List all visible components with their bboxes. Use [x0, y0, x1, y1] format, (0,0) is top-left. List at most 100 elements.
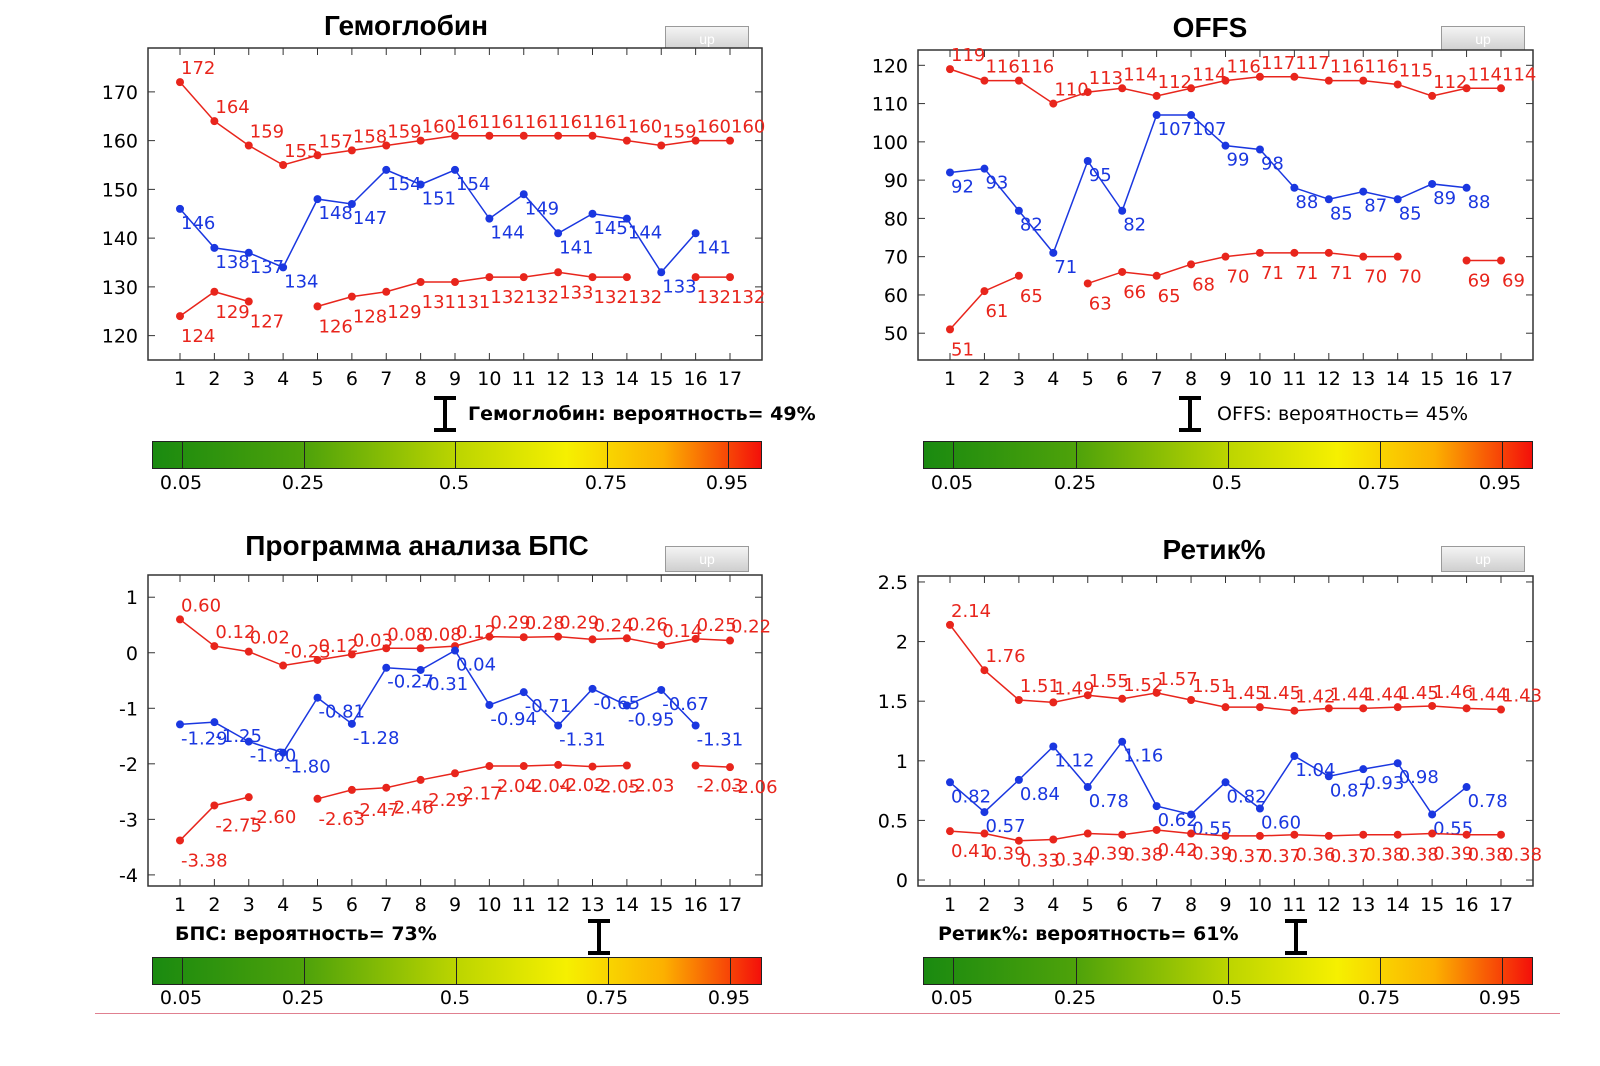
- data-point-patient: [588, 684, 597, 693]
- data-label-patient: 138: [215, 252, 249, 273]
- data-label-patient: 0.60: [1261, 813, 1301, 834]
- x-tick-label: 7: [1151, 368, 1163, 390]
- data-label-upper: 114: [1468, 64, 1502, 85]
- data-label-lower: 0.38: [1123, 845, 1163, 866]
- data-label-lower: -2.03: [628, 775, 675, 796]
- data-point-upper: [1359, 76, 1368, 85]
- x-tick-label: 3: [1013, 894, 1025, 916]
- data-label-patient: 134: [284, 271, 318, 292]
- data-point-upper: [657, 640, 666, 649]
- data-point-patient: [1359, 765, 1368, 774]
- scale-label: 0.5: [438, 472, 470, 494]
- y-tick-label: 0.5: [878, 810, 908, 832]
- x-tick-label: 13: [1351, 368, 1375, 390]
- y-tick-label: 1: [896, 751, 908, 773]
- probability-scale: [923, 957, 1533, 985]
- data-label-upper: 112: [1158, 72, 1192, 93]
- y-tick-label: 2.5: [878, 572, 908, 594]
- data-point-upper: [1083, 88, 1092, 97]
- scale-label: 0.95: [705, 472, 749, 494]
- data-point-upper: [554, 131, 563, 140]
- data-point-upper: [946, 65, 954, 74]
- y-tick-label: -2: [119, 754, 138, 776]
- data-point-patient: [1428, 179, 1437, 188]
- x-tick-label: 4: [277, 368, 289, 390]
- x-tick-label: 17: [718, 894, 742, 916]
- up-button[interactable]: up: [665, 546, 749, 572]
- x-tick-label: 16: [684, 894, 708, 916]
- data-label-upper: 158: [353, 126, 387, 147]
- data-point-upper: [1221, 703, 1230, 712]
- data-point-patient: [1221, 141, 1230, 150]
- x-tick-label: 6: [1116, 894, 1128, 916]
- data-point-upper: [347, 650, 356, 659]
- data-point-upper: [1118, 694, 1127, 703]
- data-point-lower: [1221, 252, 1230, 261]
- data-label-upper: 0.22: [731, 617, 771, 638]
- data-point-lower: [1118, 830, 1127, 839]
- data-label-lower: 127: [250, 312, 284, 333]
- data-label-lower: -2.06: [731, 777, 778, 798]
- x-tick-label: 1: [174, 368, 186, 390]
- data-label-upper: 115: [1399, 60, 1433, 81]
- data-point-upper: [1014, 76, 1023, 85]
- up-button[interactable]: up: [1441, 546, 1525, 572]
- scale-label: 0.05: [930, 472, 974, 494]
- data-point-patient: [1462, 183, 1471, 192]
- data-label-patient: 107: [1158, 119, 1192, 140]
- data-point-patient: [1152, 111, 1161, 120]
- data-label-upper: 0.28: [525, 613, 565, 634]
- data-point-lower: [1049, 835, 1058, 844]
- data-label-patient: 0.78: [1089, 791, 1129, 812]
- data-label-upper: 159: [662, 122, 696, 143]
- data-label-upper: 0.24: [594, 615, 634, 636]
- x-tick-label: 4: [1047, 894, 1059, 916]
- data-label-lower: 0.39: [1433, 844, 1473, 865]
- scale-label: 0.95: [1478, 987, 1522, 1009]
- data-label-lower: 0.39: [985, 844, 1025, 865]
- data-label-patient: 137: [250, 257, 284, 278]
- data-point-upper: [1497, 84, 1505, 93]
- data-point-lower: [726, 763, 734, 772]
- data-label-upper: 1.44: [1330, 684, 1370, 705]
- data-label-upper: 110: [1054, 80, 1088, 101]
- data-label-patient: -0.27: [387, 672, 434, 693]
- scale-label: 0.25: [281, 987, 325, 1009]
- data-point-lower: [1324, 831, 1333, 840]
- data-point-patient: [1324, 772, 1333, 781]
- scale-label: 0.05: [159, 987, 203, 1009]
- scale-label: 0.05: [930, 987, 974, 1009]
- data-label-upper: 0.60: [181, 595, 221, 616]
- chart-title: Программа анализа БПС: [245, 530, 589, 561]
- series-line-lower: [1087, 252, 1398, 285]
- data-label-lower: -2.04: [525, 776, 572, 797]
- data-label-upper: 117: [1261, 53, 1295, 74]
- data-label-upper: 1.42: [1295, 687, 1335, 708]
- data-label-lower: 131: [422, 292, 456, 313]
- y-tick-label: 2: [896, 632, 908, 654]
- data-label-lower: 51: [951, 339, 974, 360]
- x-tick-label: 5: [311, 368, 323, 390]
- data-point-patient: [382, 165, 391, 174]
- x-tick-label: 8: [1185, 894, 1197, 916]
- data-point-lower: [451, 769, 459, 778]
- data-point-patient: [1255, 804, 1264, 813]
- data-label-lower: 66: [1123, 282, 1146, 303]
- data-point-lower: [1083, 829, 1092, 838]
- data-point-upper: [1324, 704, 1333, 713]
- data-point-lower: [588, 762, 597, 771]
- data-label-upper: 1.45: [1261, 683, 1301, 704]
- data-label-lower: 124: [181, 326, 215, 347]
- data-point-lower: [1221, 831, 1230, 840]
- data-label-upper: 1.51: [1192, 676, 1232, 697]
- data-point-lower: [554, 268, 563, 277]
- plot-area: [147, 47, 763, 361]
- data-point-patient: [416, 665, 425, 674]
- data-point-upper: [382, 644, 391, 653]
- data-label-upper: 116: [1364, 57, 1398, 78]
- data-point-lower: [980, 829, 989, 838]
- data-point-patient: [451, 165, 459, 174]
- data-point-upper: [1497, 705, 1505, 714]
- data-label-lower: 0.34: [1054, 850, 1094, 871]
